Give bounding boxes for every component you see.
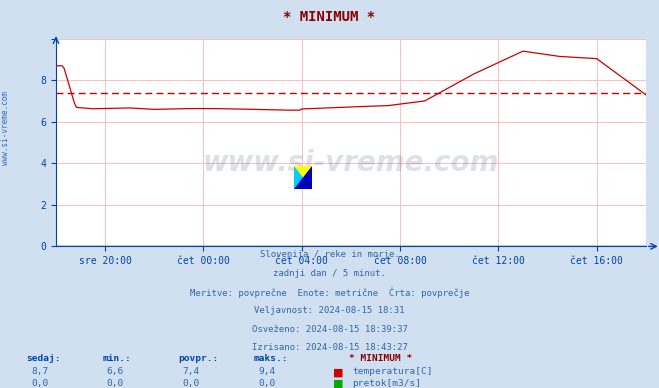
Text: Meritve: povprečne  Enote: metrične  Črta: povprečje: Meritve: povprečne Enote: metrične Črta:… [190, 288, 469, 298]
Text: ■: ■ [333, 367, 343, 378]
Text: Slovenija / reke in morje.: Slovenija / reke in morje. [260, 250, 399, 259]
Text: 8,7: 8,7 [31, 367, 48, 376]
Text: min.:: min.: [102, 354, 131, 363]
Text: 9,4: 9,4 [258, 367, 275, 376]
Text: * MINIMUM *: * MINIMUM * [283, 10, 376, 24]
Text: www.si-vreme.com: www.si-vreme.com [203, 149, 499, 177]
Text: 6,6: 6,6 [107, 367, 124, 376]
Text: www.si-vreme.com: www.si-vreme.com [1, 91, 10, 165]
Text: povpr.:: povpr.: [178, 354, 218, 363]
Text: Osveženo: 2024-08-15 18:39:37: Osveženo: 2024-08-15 18:39:37 [252, 325, 407, 334]
Text: zadnji dan / 5 minut.: zadnji dan / 5 minut. [273, 269, 386, 278]
Text: 0,0: 0,0 [107, 379, 124, 388]
Text: ■: ■ [333, 379, 343, 388]
Text: 7,4: 7,4 [183, 367, 200, 376]
Text: 0,0: 0,0 [183, 379, 200, 388]
Text: * MINIMUM *: * MINIMUM * [349, 354, 413, 363]
Text: 0,0: 0,0 [258, 379, 275, 388]
Text: Izrisano: 2024-08-15 18:43:27: Izrisano: 2024-08-15 18:43:27 [252, 343, 407, 352]
Text: Veljavnost: 2024-08-15 18:31: Veljavnost: 2024-08-15 18:31 [254, 306, 405, 315]
Text: sedaj:: sedaj: [26, 354, 61, 363]
Polygon shape [294, 166, 312, 189]
Text: 0,0: 0,0 [31, 379, 48, 388]
Text: temperatura[C]: temperatura[C] [353, 367, 433, 376]
Text: pretok[m3/s]: pretok[m3/s] [353, 379, 422, 388]
Polygon shape [294, 166, 312, 189]
Bar [294, 166, 312, 189]
Text: maks.:: maks.: [254, 354, 288, 363]
